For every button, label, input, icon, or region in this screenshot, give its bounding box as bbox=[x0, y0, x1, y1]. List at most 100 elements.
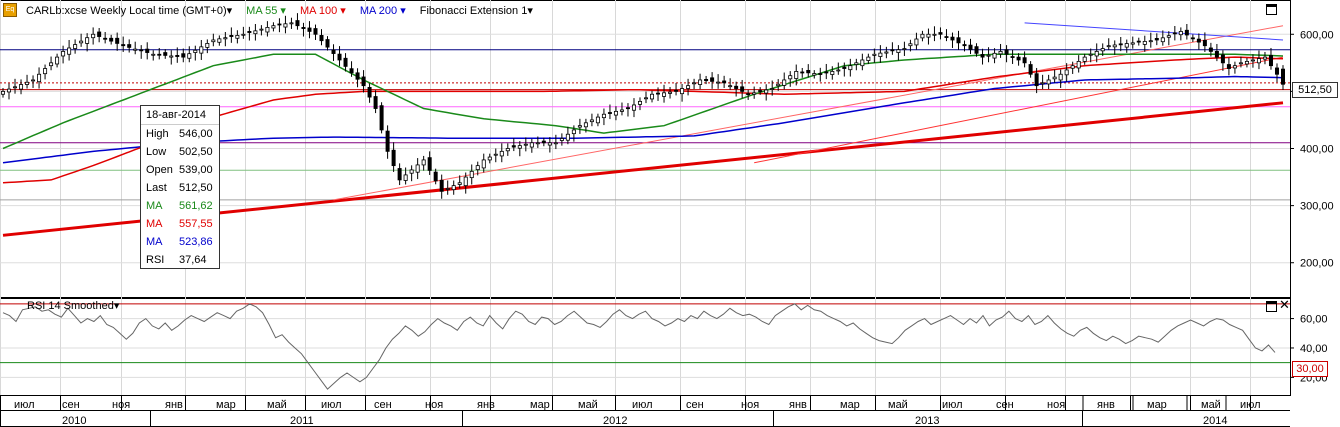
x-month-label: сен bbox=[374, 399, 392, 411]
candle-body bbox=[692, 82, 697, 85]
close-rsi-icon[interactable]: ✕ bbox=[1279, 297, 1290, 312]
data-tooltip: 18-авг-2014 High 546,00 Low 502,50 Open 539,0… bbox=[140, 105, 220, 269]
candle-body bbox=[1160, 37, 1165, 43]
ma55-legend[interactable]: MA 55 ▾ bbox=[246, 5, 286, 17]
candle-body bbox=[73, 44, 78, 49]
candle-body bbox=[175, 55, 180, 57]
y-tick-label: 300,00 bbox=[1300, 201, 1334, 213]
candle-body bbox=[656, 92, 661, 95]
candle-body bbox=[367, 86, 372, 98]
trend-line-upper bbox=[1024, 22, 1284, 41]
candle-body bbox=[109, 37, 114, 42]
maximize-rsi-icon[interactable] bbox=[1266, 301, 1277, 312]
rsi-line bbox=[2, 303, 1276, 390]
candle-body bbox=[313, 28, 318, 35]
candle-body bbox=[139, 49, 144, 52]
candle-body bbox=[776, 83, 781, 87]
candle-body bbox=[902, 48, 907, 50]
candle-body bbox=[79, 40, 84, 44]
candle-body bbox=[986, 54, 991, 57]
candle-body bbox=[55, 56, 60, 65]
last-price-tag: 512,50 bbox=[1292, 82, 1338, 98]
candle-body bbox=[199, 46, 204, 54]
candle-body bbox=[968, 44, 973, 50]
candle-body bbox=[373, 96, 378, 109]
candle-body bbox=[896, 49, 901, 53]
x-month-label: июл bbox=[1240, 399, 1261, 411]
candle-body bbox=[571, 129, 576, 135]
candle-body bbox=[1058, 73, 1063, 81]
candle-body bbox=[307, 27, 312, 32]
candle-body bbox=[686, 85, 691, 89]
candle-body bbox=[37, 73, 42, 83]
candle-body bbox=[475, 165, 480, 171]
ma100-legend[interactable]: MA 100 ▾ bbox=[299, 5, 346, 17]
fibonacci-legend[interactable]: Fibonacci Extension 1▾ bbox=[419, 5, 533, 17]
candle-body bbox=[319, 35, 324, 42]
candle-body bbox=[13, 86, 18, 89]
tooltip-row-ma: MA 557,55 bbox=[146, 218, 213, 230]
candle-body bbox=[31, 79, 36, 82]
candle-body bbox=[397, 168, 402, 181]
candle-body bbox=[601, 113, 606, 119]
candle-body bbox=[746, 93, 751, 96]
x-month-label: июл bbox=[321, 399, 342, 411]
trend-line-fib-b bbox=[754, 56, 1284, 164]
candle-body bbox=[379, 105, 384, 131]
candle-body bbox=[1118, 43, 1123, 46]
candle-body bbox=[1094, 51, 1099, 57]
candle-body bbox=[836, 69, 841, 72]
equity-icon: Eq bbox=[3, 3, 17, 17]
candle-body bbox=[61, 51, 66, 57]
candle-body bbox=[613, 110, 618, 116]
candle-body bbox=[433, 171, 438, 182]
x-month-label: сен bbox=[996, 399, 1014, 411]
ma200-legend[interactable]: MA 200 ▾ bbox=[359, 5, 406, 17]
candle-body bbox=[758, 90, 763, 92]
candle-body bbox=[1004, 49, 1009, 55]
y-tick-label: 600,00 bbox=[1300, 29, 1334, 41]
candle-body bbox=[1262, 56, 1267, 60]
candle-body bbox=[271, 25, 276, 29]
candle-body bbox=[289, 22, 294, 25]
candle-body bbox=[541, 140, 546, 144]
candle-body bbox=[391, 149, 396, 167]
candle-body bbox=[1052, 76, 1057, 80]
candle-body bbox=[217, 38, 222, 43]
candle-body bbox=[535, 142, 540, 145]
candle-body bbox=[1232, 65, 1237, 69]
candle-body bbox=[1220, 54, 1225, 64]
x-year-label: 2010 bbox=[62, 415, 86, 427]
x-year-label: 2014 bbox=[1203, 415, 1227, 427]
candle-body bbox=[529, 142, 534, 148]
candle-body bbox=[355, 72, 360, 80]
candle-body bbox=[782, 79, 787, 86]
tooltip-row-open: Open 539,00 bbox=[146, 164, 213, 176]
candle-body bbox=[301, 27, 306, 29]
candle-body bbox=[415, 164, 420, 173]
candle-body bbox=[25, 81, 30, 85]
candle-body bbox=[583, 122, 588, 128]
candle-body bbox=[698, 79, 703, 85]
rsi-title[interactable]: RSI 14 Smoothed▾ bbox=[27, 300, 120, 312]
candle-body bbox=[559, 138, 564, 141]
y-tick-label: 200,00 bbox=[1300, 258, 1334, 270]
candle-body bbox=[247, 31, 252, 33]
candle-body bbox=[481, 159, 486, 169]
candle-body bbox=[770, 88, 775, 90]
candle-body bbox=[283, 23, 288, 28]
candle-body bbox=[1208, 47, 1213, 52]
candle-body bbox=[1034, 73, 1039, 87]
candle-body bbox=[403, 174, 408, 181]
candle-body bbox=[800, 71, 805, 74]
symbol-label[interactable]: CARLb:xcse Weekly Local time (GMT+0)▾ bbox=[26, 5, 233, 17]
candle-body bbox=[625, 107, 630, 110]
candle-body bbox=[187, 53, 192, 59]
candle-body bbox=[920, 33, 925, 39]
candle-body bbox=[259, 28, 264, 31]
candle-body bbox=[878, 52, 883, 57]
candle-body bbox=[1281, 68, 1286, 85]
maximize-main-icon[interactable] bbox=[1266, 4, 1277, 15]
x-month-label: сен bbox=[62, 399, 80, 411]
x-month-label: июл bbox=[14, 399, 35, 411]
